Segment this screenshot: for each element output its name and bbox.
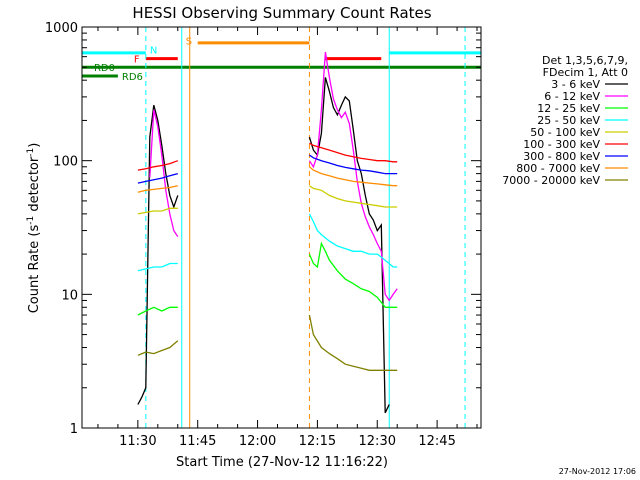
series-line-7-0 xyxy=(137,185,178,193)
series-line-2-1 xyxy=(308,241,398,308)
series-line-4-1 xyxy=(309,185,398,208)
legend-label-5: 100 - 300 keV xyxy=(523,138,600,151)
y-tick-label-0: 1 xyxy=(70,422,78,437)
y-axis-label: Count Rate (s-1 detector-1) xyxy=(26,143,42,314)
series-line-8-1 xyxy=(308,314,398,371)
series-line-4-0 xyxy=(137,207,178,215)
series-line-6-1 xyxy=(309,154,398,175)
legend-label-3: 25 - 50 keV xyxy=(537,114,600,127)
x-tick-label-3: 12:15 xyxy=(299,434,336,449)
legend-label-8: 7000 - 20000 keV xyxy=(502,174,600,187)
y-axis-label-sup2: -1 xyxy=(26,148,36,157)
legend-label-0: 3 - 6 keV xyxy=(551,78,600,91)
flag-label-3: F xyxy=(134,55,140,66)
plot-frame xyxy=(81,26,482,429)
timestamp: 27-Nov-2012 17:06 xyxy=(559,467,636,476)
x-tick-label-5: 12:45 xyxy=(418,434,455,449)
legend: Det 1,3,5,6,7,9,FDecim 1, Att 03 - 6 keV… xyxy=(502,54,628,187)
flag-label-5: RD6 xyxy=(122,72,143,83)
y-tick-label-2: 100 xyxy=(53,155,78,170)
series-line-2-0 xyxy=(137,306,178,316)
series-line-0-0 xyxy=(137,105,179,405)
y-axis-label-sup1: -1 xyxy=(26,216,36,225)
y-axis-label-part2: detector xyxy=(27,156,42,216)
series-line-8-0 xyxy=(137,340,179,356)
series-line-0-1 xyxy=(308,77,390,414)
x-tick-label-0: 11:30 xyxy=(119,434,156,449)
y-tick-label-3: 1000 xyxy=(45,21,78,36)
series-line-7-1 xyxy=(308,166,398,187)
series-line-5-0 xyxy=(137,160,179,171)
x-tick-label-1: 11:45 xyxy=(179,434,216,449)
legend-label-7: 800 - 7000 keV xyxy=(516,162,600,175)
legend-label-1: 6 - 12 keV xyxy=(544,90,600,103)
legend-label-4: 50 - 100 keV xyxy=(530,126,600,139)
axes-layer: 11:30 11:45 12:00 12:15 12:30 12:45 1 10 100 1000 xyxy=(45,21,481,449)
series-line-1-0 xyxy=(149,109,179,238)
vertical-lines-layer xyxy=(81,27,466,428)
y-axis-label-close: ) xyxy=(27,143,42,148)
series-line-1-1 xyxy=(308,51,398,302)
flags-layer: N S F RD0 RD6 xyxy=(82,37,481,83)
x-tick-label-4: 12:30 xyxy=(359,434,396,449)
series-line-3-0 xyxy=(137,262,178,272)
x-tick-label-2: 12:00 xyxy=(239,434,276,449)
y-tick-label-1: 10 xyxy=(61,288,78,303)
series-line-3-1 xyxy=(308,213,398,268)
flag-label-2: S xyxy=(186,37,192,48)
legend-label-2: 12 - 25 keV xyxy=(537,102,600,115)
y-axis-label-part1: Count Rate (s xyxy=(27,225,42,314)
series-layer xyxy=(137,51,398,414)
legend-label-6: 300 - 800 keV xyxy=(523,150,600,163)
flag-label-1: N xyxy=(150,45,157,56)
series-line-5-1 xyxy=(309,142,398,163)
series-line-6-0 xyxy=(137,172,178,184)
x-axis-label: Start Time (27-Nov-12 11:16:22) xyxy=(176,455,388,470)
legend-header-1: FDecim 1, Att 0 xyxy=(543,66,628,79)
legend-header-0: Det 1,3,5,6,7,9, xyxy=(542,54,628,67)
chart-title: HESSI Observing Summary Count Rates xyxy=(132,4,431,22)
flag-label-4: RD0 xyxy=(94,63,115,74)
